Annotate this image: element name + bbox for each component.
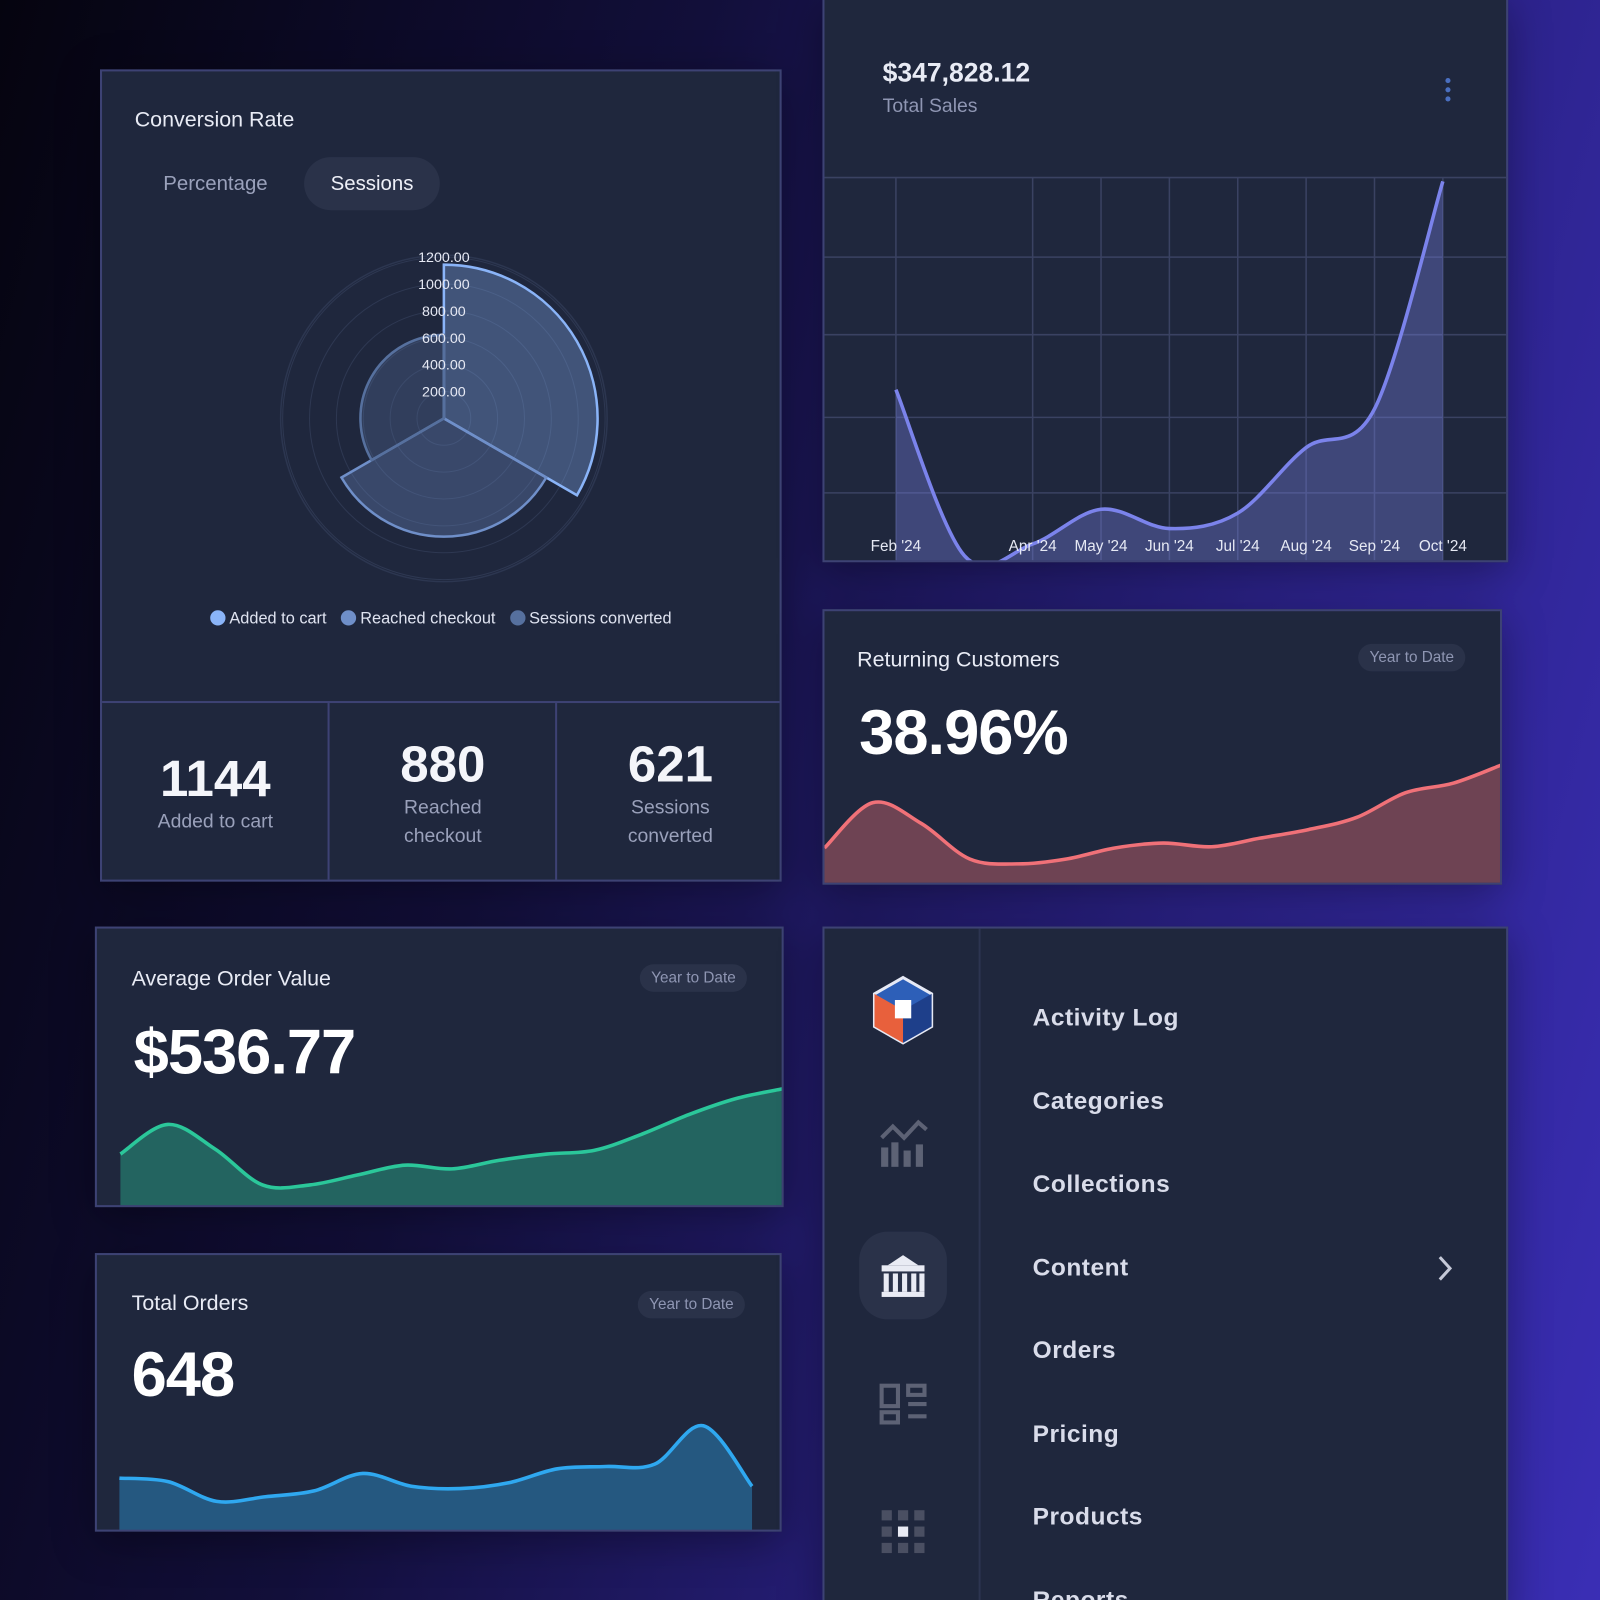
nav-item[interactable]: Reports <box>1032 1586 1129 1600</box>
sales-amount: $347,828.12 <box>882 57 1031 88</box>
area-fill <box>895 181 1443 561</box>
polar-wedge <box>359 333 446 462</box>
card-title: Average Order Value <box>131 967 331 991</box>
legend-label: Reached checkout <box>360 610 496 628</box>
area-fill <box>824 765 1500 883</box>
period-badge: Year to Date <box>1358 643 1466 672</box>
aov-card: Average Order Value Year to Date $536.77 <box>94 926 784 1208</box>
r-tick-label: 400.00 <box>422 358 466 374</box>
x-tick-label: May '24 <box>1074 538 1128 555</box>
period-badge: Year to Date <box>637 1290 745 1319</box>
stat-value: 880 <box>400 735 486 793</box>
tab[interactable]: Percentage <box>163 172 268 195</box>
r-tick-label: 600.00 <box>422 331 466 347</box>
stat-label: Reached checkout <box>404 796 482 847</box>
card-title: Conversion Rate <box>134 108 295 132</box>
stat-value: 621 <box>627 735 713 793</box>
returning-card: Returning Customers Year to Date 38.96% <box>822 609 1503 885</box>
r-tick-label: 1200.00 <box>418 250 470 266</box>
legend-label: Sessions converted <box>529 610 672 628</box>
logo[interactable] <box>872 975 934 1045</box>
area-fill <box>120 1089 782 1206</box>
divider <box>327 703 330 880</box>
polar-wedge <box>339 416 549 538</box>
area-chart: Feb '24 Apr '24 May '24 Jun '24 Jul '24 Aug '… <box>824 176 1507 561</box>
analytics-icon[interactable] <box>880 1119 928 1167</box>
legend-item: Reached checkout <box>340 610 496 628</box>
sparkline <box>119 1423 754 1530</box>
legend-swatch <box>340 610 357 626</box>
tab[interactable]: Sessions <box>304 157 440 211</box>
x-tick-label: Feb '24 <box>871 538 922 555</box>
legend-swatch <box>509 610 526 626</box>
nav-item[interactable]: Content <box>1032 1253 1129 1282</box>
legend: Added to cart Reached checkout Sessions co… <box>102 610 780 628</box>
legend-item: Added to cart <box>210 610 327 628</box>
chevron[interactable] <box>1435 1253 1455 1284</box>
conversion-card: 200.00 400.00 600.00 800.00 1000.00 1200.00 C… <box>99 69 782 882</box>
stat: 1144 Added to cart <box>102 703 329 880</box>
kpi-value: 648 <box>131 1339 236 1411</box>
kpi-value: 38.96% <box>859 697 1068 769</box>
area-fill <box>119 1425 753 1530</box>
layout-icon[interactable] <box>879 1383 927 1425</box>
polar-chart: 200.00 400.00 600.00 800.00 1000.00 1200.00 <box>279 250 608 583</box>
divider <box>102 701 780 704</box>
r-tick-label: 200.00 <box>422 385 466 401</box>
x-tick-label: Sep '24 <box>1349 538 1401 555</box>
legend-swatch <box>210 610 226 626</box>
x-tick-label: Jun '24 <box>1145 538 1194 555</box>
icon-rail <box>824 928 981 1600</box>
nav-item[interactable]: Orders <box>1032 1336 1117 1365</box>
outer-ring <box>279 254 608 583</box>
divider <box>555 703 558 880</box>
nav-icons <box>859 975 947 1554</box>
stat-label: Added to cart <box>157 811 273 833</box>
sales-label: Total Sales <box>882 95 978 118</box>
x-tick-label: Aug '24 <box>1280 538 1332 555</box>
sparkline <box>119 1087 782 1206</box>
polar-wedge <box>442 263 599 497</box>
r-tick-label: 800.00 <box>422 304 466 320</box>
legend-label: Added to cart <box>229 610 327 628</box>
orders-card: Total Orders Year to Date 648 <box>94 1253 782 1532</box>
stat-value: 1144 <box>159 749 271 808</box>
nav-item[interactable]: Collections <box>1032 1170 1171 1198</box>
series-line <box>119 1087 782 1190</box>
card-title: Returning Customers <box>857 647 1060 672</box>
x-tick-label: Apr '24 <box>1009 538 1057 555</box>
series-line <box>119 1423 754 1504</box>
period-badge: Year to Date <box>639 964 747 992</box>
nav-item[interactable]: Activity Log <box>1032 1004 1179 1032</box>
more-menu[interactable] <box>1438 76 1458 107</box>
series-line <box>824 763 1500 866</box>
x-tick-label: Jul '24 <box>1216 538 1260 555</box>
nav-item[interactable]: Categories <box>1032 1087 1165 1115</box>
kpi-value: $536.77 <box>133 1017 357 1088</box>
sparkline <box>824 763 1500 883</box>
stat: 621 Sessions converted <box>557 703 779 880</box>
navigation-card: Activity Log Categories Collections Content… <box>822 926 1509 1600</box>
stat: 880 Reached checkout <box>330 703 557 880</box>
nav-item[interactable]: Pricing <box>1032 1419 1120 1448</box>
card-title: Total Orders <box>131 1291 249 1316</box>
r-tick-label: 1000.00 <box>418 277 470 293</box>
apps-icon[interactable] <box>881 1510 925 1554</box>
stat-label: Sessions converted <box>627 796 713 847</box>
series-line <box>894 180 1445 561</box>
store-icon[interactable] <box>881 1255 925 1297</box>
x-tick-label: Oct '24 <box>1419 538 1467 555</box>
sales-card: Feb '24 Apr '24 May '24 Jun '24 Jul '24 Aug '… <box>822 0 1509 563</box>
nav-item[interactable]: Products <box>1032 1503 1143 1531</box>
legend-item: Sessions converted <box>509 610 672 628</box>
grid-ring <box>282 256 606 581</box>
